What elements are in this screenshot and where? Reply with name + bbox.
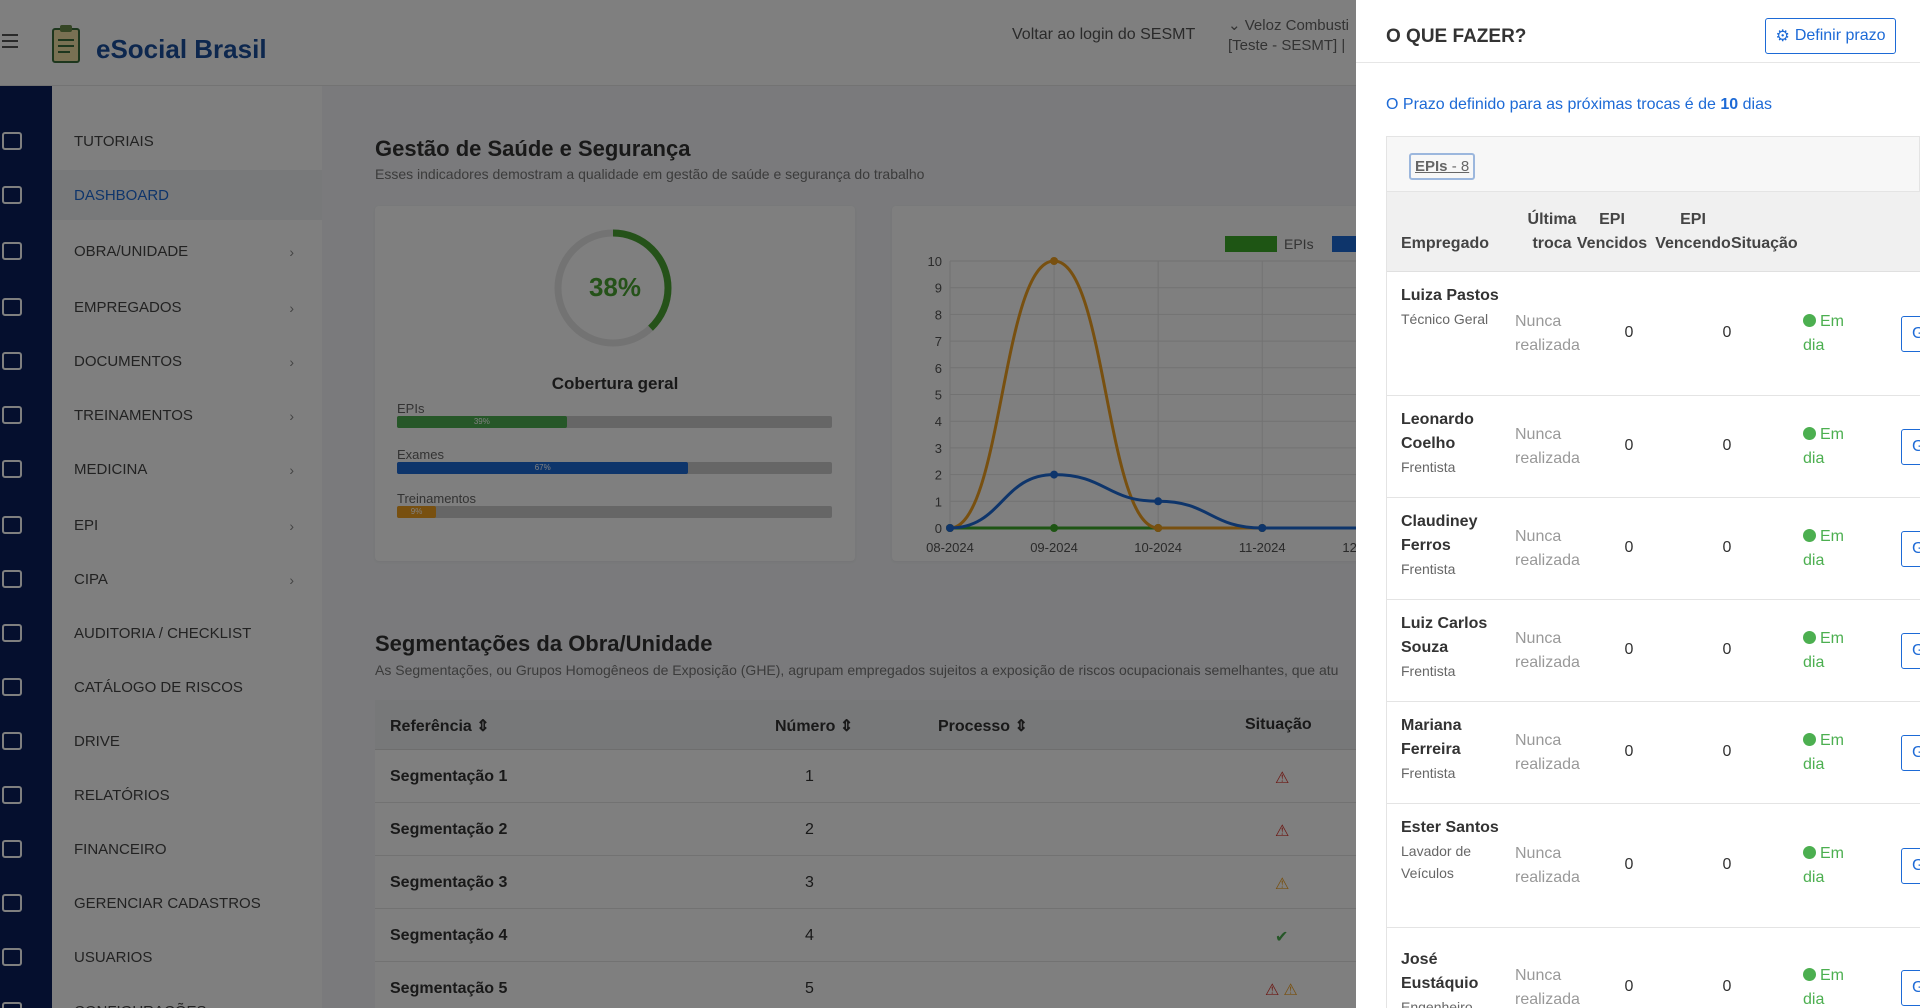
status-dot [1803, 631, 1816, 644]
status-dot [1803, 314, 1816, 327]
epi-expired-count: 0 [1624, 539, 1634, 556]
last-exchange: Nunca realizada [1515, 967, 1580, 1008]
todo-panel: O QUE FAZER? ⚙ Definir prazo O Prazo def… [1356, 0, 1920, 1008]
epi-expiring-count: 0 [1722, 978, 1732, 995]
employee-row: Leonardo Coelho Frentista Nunca realizada 0… [1387, 396, 1920, 498]
status-dot [1803, 427, 1816, 440]
col-empregado: Empregado [1401, 235, 1490, 252]
employees-table: Empregado Última troca EPI Vencidos EPI Ven… [1386, 192, 1920, 1008]
epi-expiring-count: 0 [1722, 743, 1732, 760]
col-epi-vencendo: EPI Vencendo [1655, 211, 1731, 252]
deadline-info: O Prazo definido para as próximas trocas… [1386, 96, 1772, 113]
epi-expiring-count: 0 [1722, 437, 1732, 454]
employee-name: Luiz Carlos Souza Frentista [1401, 612, 1501, 682]
deadline-days: 10 [1720, 96, 1739, 113]
last-exchange: Nunca realizada [1515, 528, 1580, 569]
last-exchange: Nunca realizada [1515, 845, 1580, 886]
employee-status: Em dia [1803, 967, 1844, 1008]
employee-row: Claudiney Ferros Frentista Nunca realizada… [1387, 498, 1920, 600]
employee-status: Em dia [1803, 732, 1844, 773]
status-dot [1803, 529, 1816, 542]
epi-expiring-count: 0 [1722, 539, 1732, 556]
employee-status: Em dia [1803, 528, 1844, 569]
manage-epi-button[interactable]: G [1901, 848, 1920, 884]
employee-name: Claudiney Ferros Frentista [1401, 510, 1501, 580]
status-dot [1803, 968, 1816, 981]
table-header: Empregado Última troca EPI Vencidos EPI Ven… [1387, 192, 1920, 272]
employee-name: Ester Santos Lavador de Veículos [1401, 816, 1501, 884]
employee-role: Frentista [1401, 459, 1456, 475]
employee-role: Lavador de Veículos [1401, 843, 1472, 881]
manage-epi-button[interactable]: G [1901, 633, 1920, 669]
employee-role: Engenheiro [1401, 999, 1473, 1008]
panel-title: O QUE FAZER? [1386, 26, 1527, 47]
epi-expiring-count: 0 [1722, 324, 1732, 341]
epi-expiring-count: 0 [1722, 641, 1732, 658]
modal-backdrop[interactable] [0, 0, 1356, 1008]
status-dot [1803, 846, 1816, 859]
tab-epis[interactable]: EPIs - 8 [1409, 153, 1476, 180]
epi-expired-count: 0 [1624, 978, 1634, 995]
last-exchange: Nunca realizada [1515, 426, 1580, 467]
employee-role: Técnico Geral [1401, 311, 1489, 327]
employee-row: Ester Santos Lavador de Veículos Nunca rea… [1387, 804, 1920, 928]
epi-expired-count: 0 [1624, 437, 1634, 454]
manage-epi-button[interactable]: G [1901, 735, 1920, 771]
define-deadline-button[interactable]: ⚙ Definir prazo [1765, 18, 1896, 54]
tabs-bar: EPIs - 8 [1386, 136, 1920, 192]
epi-expired-count: 0 [1624, 743, 1634, 760]
epi-expired-count: 0 [1624, 324, 1634, 341]
employee-role: Frentista [1401, 561, 1456, 577]
last-exchange: Nunca realizada [1515, 313, 1580, 354]
employee-row: José Eustáquio Engenheiro Nunca realizada 0… [1387, 928, 1920, 1008]
employee-status: Em dia [1803, 426, 1844, 467]
last-exchange: Nunca realizada [1515, 630, 1580, 671]
col-situacao: Situação [1731, 235, 1798, 252]
divider [1356, 62, 1920, 63]
employee-role: Frentista [1401, 663, 1456, 679]
employee-status: Em dia [1803, 630, 1844, 671]
employee-name: Leonardo Coelho Frentista [1401, 408, 1501, 478]
employee-status: Em dia [1803, 313, 1844, 354]
employee-status: Em dia [1803, 845, 1844, 886]
employee-name: Mariana Ferreira Frentista [1401, 714, 1501, 784]
employee-row: Mariana Ferreira Frentista Nunca realizada… [1387, 702, 1920, 804]
status-dot [1803, 733, 1816, 746]
manage-epi-button[interactable]: G [1901, 970, 1920, 1006]
epi-expired-count: 0 [1624, 856, 1634, 873]
manage-epi-button[interactable]: G [1901, 316, 1920, 352]
employee-role: Frentista [1401, 765, 1456, 781]
col-epi-vencidos: EPI Vencidos [1576, 211, 1648, 252]
gear-icon: ⚙ [1775, 28, 1790, 45]
employee-name: José Eustáquio Engenheiro [1401, 948, 1501, 1008]
employee-name: Luiza Pastos Técnico Geral [1401, 284, 1501, 330]
epi-expiring-count: 0 [1722, 856, 1732, 873]
last-exchange: Nunca realizada [1515, 732, 1580, 773]
col-ultima-troca: Última troca [1527, 211, 1577, 252]
manage-epi-button[interactable]: G [1901, 429, 1920, 465]
employee-row: Luiz Carlos Souza Frentista Nunca realizad… [1387, 600, 1920, 702]
manage-epi-button[interactable]: G [1901, 531, 1920, 567]
epi-expired-count: 0 [1624, 641, 1634, 658]
employee-row: Luiza Pastos Técnico Geral Nunca realizada… [1387, 272, 1920, 396]
